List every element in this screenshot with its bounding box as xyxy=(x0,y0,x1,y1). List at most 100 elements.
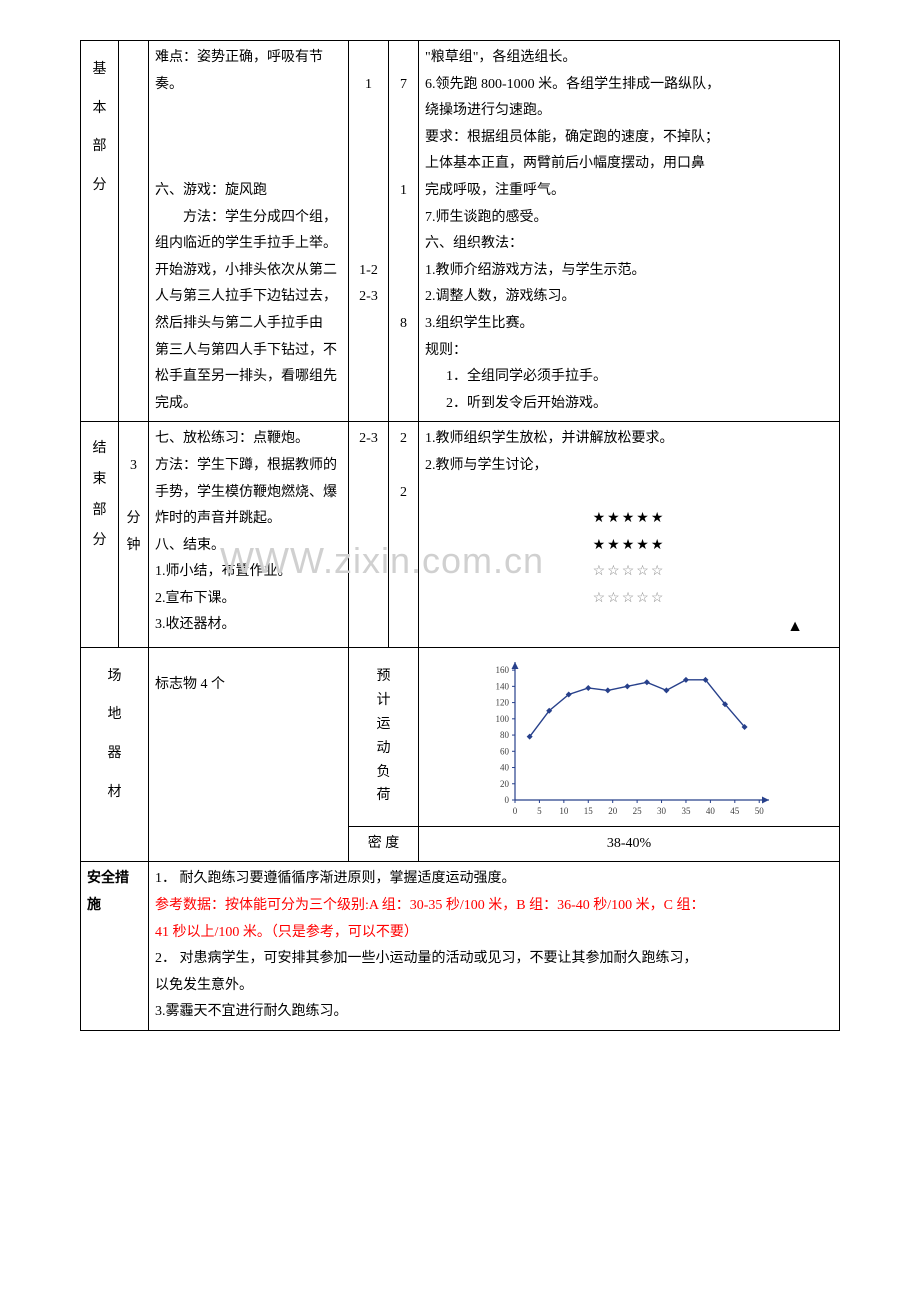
s2c-3: 炸时的声音并跳起。 xyxy=(155,506,342,533)
section1-label: 基 本 部 分 xyxy=(81,41,119,422)
stars-f2: ★★★★★ xyxy=(425,533,833,560)
n1-c: 2-3 xyxy=(355,284,382,311)
s2m-0: 1.教师组织学生放松，并讲解放松要求。 xyxy=(425,426,833,453)
svg-text:10: 10 xyxy=(559,806,569,816)
eq-l3: 材 xyxy=(87,780,142,807)
safety-1a: 参考数据：按体能可分为三个级别:A 组：30-35 秒/100 米，B 组：36… xyxy=(155,893,833,920)
sec1-l1: 本 xyxy=(87,96,112,123)
m-6: 7.师生谈跑的感受。 xyxy=(425,205,833,232)
equipment-label: 场 地 器 材 xyxy=(81,647,149,862)
m-0: "粮草组"，各组选组长。 xyxy=(425,45,833,72)
safety-2: 2． 对患病学生，可安排其参加一些小运动量的活动或见习，不要让其参加耐久跑练习， xyxy=(155,946,833,973)
eq-l2: 器 xyxy=(87,741,142,768)
sec2-l1: 束 xyxy=(87,467,112,494)
m-3: 要求：根据组员体能，确定跑的速度，不掉队； xyxy=(425,125,833,152)
section2-label: 结 束 部 分 xyxy=(81,422,119,648)
svg-text:160: 160 xyxy=(496,665,510,675)
n1-a: 1 xyxy=(355,72,382,99)
svg-text:5: 5 xyxy=(537,806,542,816)
gm-6: 完成。 xyxy=(155,391,342,418)
safety-0: 1． 耐久跑练习要遵循循序渐进原则，掌握适度运动强度。 xyxy=(155,866,833,893)
s2c-0: 七、放松练习：点鞭炮。 xyxy=(155,426,342,453)
section2-content: 七、放松练习：点鞭炮。 方法：学生下蹲，根据教师的 手势，学生模仿鞭炮燃烧、爆 … xyxy=(149,422,349,648)
m-1: 6.领先跑 800-1000 米。各组学生排成一路纵队， xyxy=(425,72,833,99)
sec1-l0: 基 xyxy=(87,57,112,84)
safety-1b: 41 秒以上/100 米。（只是参考，可以不要） xyxy=(155,920,833,947)
sec2-l2: 部 xyxy=(87,498,112,525)
n2-c: 8 xyxy=(395,311,412,338)
stars-o2: ☆☆☆☆☆ xyxy=(425,586,833,613)
s2m-1: 2.教师与学生讨论， xyxy=(425,453,833,480)
m-4: 上体基本正直，两臂前后小幅度摆动，用口鼻 xyxy=(425,151,833,178)
svg-text:15: 15 xyxy=(584,806,594,816)
svg-text:20: 20 xyxy=(608,806,618,816)
lesson-plan-table: 基 本 部 分 难点：姿势正确，呼吸有节奏。 六、游戏：旋风跑 方法：学生分成四… xyxy=(80,40,840,1031)
svg-text:40: 40 xyxy=(706,806,716,816)
n2-b: 1 xyxy=(395,178,412,205)
safety-2b: 以免发生意外。 xyxy=(155,973,833,1000)
density-value: 38-40% xyxy=(419,826,840,862)
stars-f1: ★★★★★ xyxy=(425,506,833,533)
svg-text:25: 25 xyxy=(633,806,643,816)
triangle-icon: ▲ xyxy=(425,612,833,642)
s2n2b: 2 xyxy=(395,480,412,507)
svg-text:45: 45 xyxy=(730,806,740,816)
svg-text:30: 30 xyxy=(657,806,667,816)
section2-n2: 2 2 xyxy=(389,422,419,648)
difficulty: 难点：姿势正确，呼吸有节奏。 xyxy=(155,45,342,98)
svg-text:140: 140 xyxy=(496,681,510,691)
section2-method: 1.教师组织学生放松，并讲解放松要求。 2.教师与学生讨论， ★★★★★ ★★★… xyxy=(419,422,840,648)
m-13: 2．听到发令后开始游戏。 xyxy=(425,391,833,418)
gm-4: 第三人与第四人手下钻过，不 xyxy=(155,338,342,365)
time-unit2: 钟 xyxy=(125,533,142,560)
section2-n1: 2-3 xyxy=(349,422,389,648)
gm-1: 开始游戏，小排头依次从第二 xyxy=(155,258,342,285)
section1-col-n1: 1 1-2 2-3 xyxy=(349,41,389,422)
s2c-6: 2.宣布下课。 xyxy=(155,586,342,613)
equipment-value: 标志物 4 个 xyxy=(155,672,342,699)
s2c-4: 八、结束。 xyxy=(155,533,342,560)
stars-o1: ☆☆☆☆☆ xyxy=(425,559,833,586)
m-12: 1．全组同学必须手拉手。 xyxy=(425,364,833,391)
svg-text:40: 40 xyxy=(500,762,510,772)
safety-3: 3.雾霾天不宜进行耐久跑练习。 xyxy=(155,999,833,1026)
eq-l0: 场 xyxy=(87,664,142,691)
load-chart: 0204060801001201401600510152025303540455… xyxy=(479,652,779,822)
load-label: 预计运动负荷 xyxy=(355,665,412,808)
s2n2a: 2 xyxy=(395,426,412,453)
m-7: 六、组织教法： xyxy=(425,231,833,258)
m-8: 1.教师介绍游戏方法，与学生示范。 xyxy=(425,258,833,285)
s2n1: 2-3 xyxy=(355,426,382,453)
m-2: 绕操场进行匀速跑。 xyxy=(425,98,833,125)
time-unit1: 分 xyxy=(125,506,142,533)
sec2-l0: 结 xyxy=(87,436,112,463)
svg-text:35: 35 xyxy=(681,806,691,816)
equipment-value-cell: 标志物 4 个 xyxy=(149,647,349,862)
game-title: 六、游戏：旋风跑 xyxy=(155,178,342,205)
chart-cell: 0204060801001201401600510152025303540455… xyxy=(419,647,840,826)
s2c-5: 1.师小结，布置作业。 xyxy=(155,559,342,586)
s2c-7: 3.收还器材。 xyxy=(155,612,342,639)
n2-a: 7 xyxy=(395,72,412,99)
svg-text:80: 80 xyxy=(500,730,510,740)
section1-method: "粮草组"，各组选组长。 6.领先跑 800-1000 米。各组学生排成一路纵队… xyxy=(419,41,840,422)
gm-5: 松手直至另一排头，看哪组先 xyxy=(155,364,342,391)
m-5: 完成呼吸，注重呼气。 xyxy=(425,178,833,205)
svg-text:100: 100 xyxy=(496,714,510,724)
load-label-cell: 预计运动负荷 xyxy=(349,647,419,826)
eq-l1: 地 xyxy=(87,702,142,729)
svg-text:20: 20 xyxy=(500,779,510,789)
m-11: 规则： xyxy=(425,338,833,365)
svg-text:120: 120 xyxy=(496,697,510,707)
s2c-2: 手势，学生模仿鞭炮燃烧、爆 xyxy=(155,480,342,507)
m-9: 2.调整人数，游戏练习。 xyxy=(425,284,833,311)
svg-text:60: 60 xyxy=(500,746,510,756)
s2c-1: 方法：学生下蹲，根据教师的 xyxy=(155,453,342,480)
density-label: 密 度 xyxy=(349,826,419,862)
section1-time xyxy=(119,41,149,422)
safety-label: 安全措施 xyxy=(81,862,149,1031)
svg-text:0: 0 xyxy=(513,806,518,816)
game-method-label: 方法：学生分成四个组， xyxy=(155,205,342,232)
gm-3: 然后排头与第二人手拉手由 xyxy=(155,311,342,338)
n1-b: 1-2 xyxy=(355,258,382,285)
